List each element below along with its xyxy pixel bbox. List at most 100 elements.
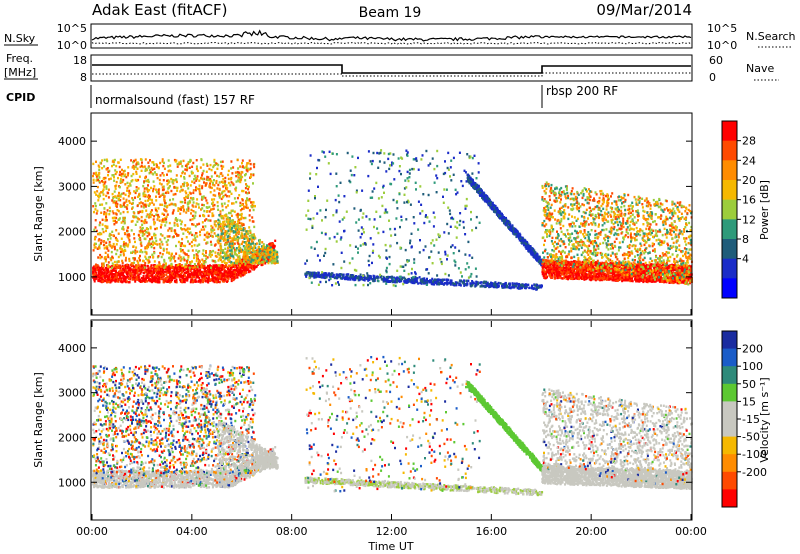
echo-cell [362,283,365,287]
echo-cell [315,274,318,277]
echo-cell [212,249,215,253]
echo-cell [437,278,440,281]
echo-cell [204,225,207,228]
echo-cell [222,236,225,239]
echo-cell [398,192,401,196]
echo-cell [109,257,112,260]
echo-cell [93,278,96,281]
echo-cell [219,225,222,228]
echo-cell [115,164,118,168]
echo-cell [367,150,370,153]
echo-cell [114,202,117,205]
echo-cell [123,245,126,248]
echo-cell [112,277,115,280]
echo-cell [146,264,149,268]
echo-cell [229,264,232,267]
echo-cell [267,245,270,248]
echo-cell [199,230,201,234]
echo-cell [433,244,436,247]
echo-cell [172,235,175,238]
echo-cell [225,206,228,209]
echo-cell [187,256,190,259]
echo-cell [422,193,425,196]
echo-cell [230,181,233,184]
echo-cell [241,203,244,206]
echo-cell [98,168,101,172]
echo-cell [189,192,192,195]
echo-cell [96,264,99,267]
echo-cell [421,209,424,213]
echo-cell [97,196,100,199]
echo-cell [119,205,122,208]
echo-cell [175,174,178,177]
echo-cell [167,159,170,162]
echo-cell [93,280,96,283]
echo-cell [133,269,136,272]
echo-cell [477,282,480,286]
echo-cell [386,211,389,214]
echo-cell [177,240,180,244]
echo-cell [253,225,256,229]
echo-cell [103,212,105,216]
echo-cell [462,279,465,282]
echo-cell [151,273,154,276]
echo-cell [187,206,190,209]
echo-cell [141,210,144,214]
echo-cell [212,165,215,169]
echo-cell [119,203,122,207]
echo-cell [160,274,163,277]
echo-cell [205,251,207,254]
echo-cell [192,223,195,226]
echo-cell [211,274,214,277]
echo-cell [105,241,108,244]
echo-cell [325,280,327,284]
echo-cell [453,284,456,287]
echo-cell [157,166,160,170]
echo-cell [178,263,181,266]
echo-cell [129,192,132,195]
echo-cell [390,164,393,167]
echo-cell [156,265,159,268]
echo-cell [248,191,250,194]
echo-cell [206,272,209,275]
echo-cell [198,243,201,246]
echo-cell [133,190,136,193]
echo-cell [403,187,406,190]
echo-cell [162,185,165,188]
echo-cell [101,180,103,183]
echo-cell [144,250,147,254]
echo-cell [164,265,167,269]
echo-cell [503,286,506,289]
echo-cell [451,244,454,247]
echo-cell [168,256,171,260]
echo-cell [188,261,191,264]
echo-cell [463,169,466,172]
echo-cell [94,202,97,205]
echo-cell [120,269,123,272]
echo-cell [353,278,356,282]
echo-cell [439,278,442,282]
echo-cell [209,163,212,167]
echo-cell [140,264,143,268]
echo-cell [117,161,120,164]
echo-cell [233,263,236,267]
echo-cell [204,196,207,200]
echo-cell [226,272,229,275]
echo-cell [321,150,324,153]
echo-cell [184,263,187,266]
echo-cell [148,274,151,277]
echo-cell [324,251,327,255]
echo-cell [225,270,228,274]
echo-cell [105,266,107,270]
echo-cell [240,222,243,225]
echo-cell [243,205,245,208]
echo-cell [134,158,137,162]
echo-cell [431,262,434,265]
echo-cell [437,281,440,284]
echo-cell [175,217,177,220]
echo-cell [184,265,187,269]
echo-cell [135,163,138,166]
echo-cell [230,279,233,283]
echo-cell [253,235,256,238]
echo-cell [153,215,156,218]
